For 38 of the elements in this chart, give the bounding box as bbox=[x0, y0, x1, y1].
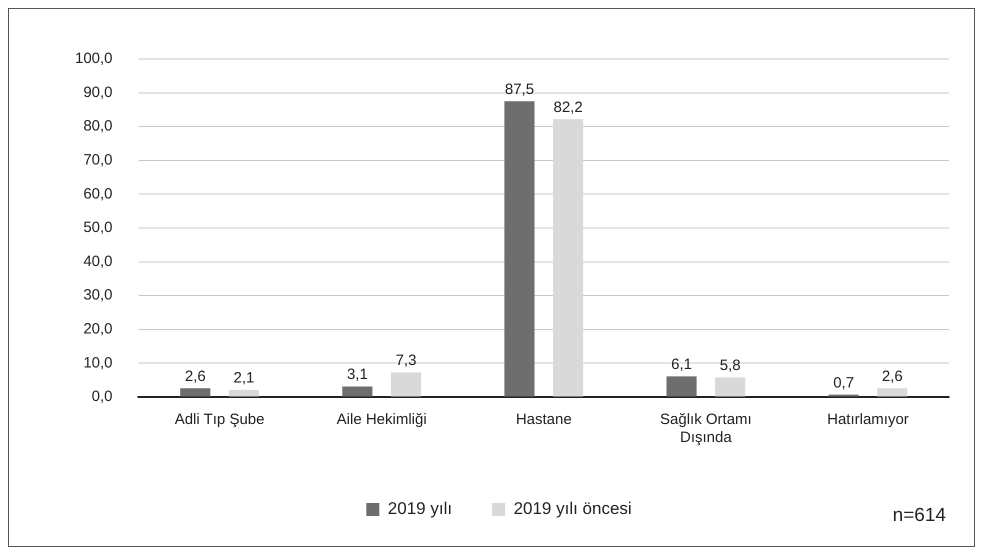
y-tick-label: 0,0 bbox=[92, 388, 113, 406]
y-tick-label: 90,0 bbox=[83, 84, 113, 101]
data-label: 3,1 bbox=[346, 366, 368, 384]
y-tick-label: 20,0 bbox=[83, 320, 113, 338]
legend-label: 2019 yılı bbox=[388, 499, 452, 518]
data-label: 87,5 bbox=[504, 80, 534, 98]
bar bbox=[715, 377, 746, 396]
y-tick-label: 100,0 bbox=[74, 50, 113, 68]
data-label: 0,7 bbox=[833, 374, 854, 392]
y-tick-label: 70,0 bbox=[83, 152, 113, 169]
bar bbox=[228, 390, 259, 396]
legend-label: 2019 yılı öncesi bbox=[514, 499, 632, 518]
y-tick-label: 80,0 bbox=[83, 118, 113, 135]
bar bbox=[504, 101, 535, 396]
x-tick-label: Hatırlamıyor bbox=[827, 411, 909, 428]
bar bbox=[553, 119, 584, 396]
text: n=614 bbox=[892, 505, 946, 526]
y-tick-label: 40,0 bbox=[83, 252, 113, 270]
y-tick-label: 60,0 bbox=[83, 185, 113, 202]
data-label: 2,1 bbox=[233, 370, 254, 387]
data-label: 6,1 bbox=[671, 356, 692, 374]
data-label: 2,6 bbox=[184, 368, 206, 385]
x-tick-label: Adli Tıp Şube bbox=[174, 411, 264, 428]
bar bbox=[342, 386, 372, 396]
x-tick-label: Aile Hekimliği bbox=[336, 411, 427, 428]
x-tick-label: Sağlık Ortamı Dışında bbox=[660, 411, 752, 446]
data-label: 2,6 bbox=[882, 368, 903, 385]
bar bbox=[877, 388, 908, 396]
y-tick-label: 10,0 bbox=[83, 354, 113, 372]
y-tick-label: 30,0 bbox=[83, 286, 113, 304]
bar bbox=[666, 376, 697, 396]
bar bbox=[180, 388, 210, 396]
data-label: 82,2 bbox=[553, 98, 583, 116]
data-label: 7,3 bbox=[396, 352, 416, 369]
x-tick-label: Hastane bbox=[516, 411, 572, 428]
y-tick-label: 50,0 bbox=[83, 219, 113, 236]
data-label: 5,8 bbox=[720, 357, 741, 374]
bar bbox=[390, 372, 422, 396]
